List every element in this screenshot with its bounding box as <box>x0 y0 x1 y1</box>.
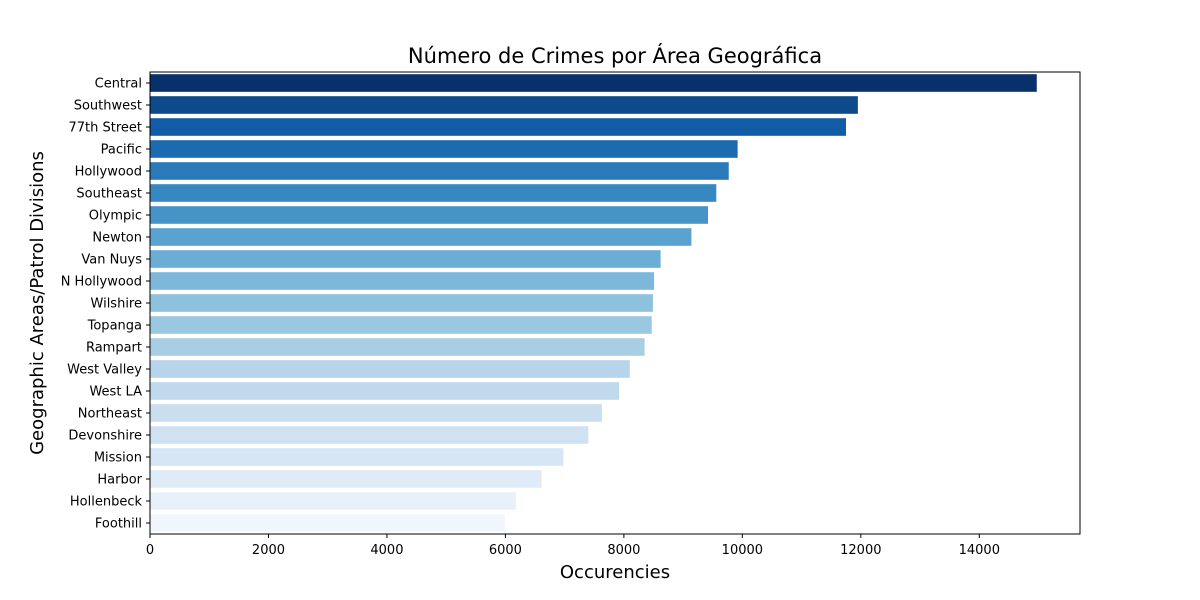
y-tick-label: Wilshire <box>91 297 142 312</box>
y-tick-label: Topanga <box>87 319 142 334</box>
y-tick-label: Olympic <box>89 209 142 224</box>
x-tick-label: 8000 <box>607 543 640 558</box>
y-axis-label: Geographic Areas/Patrol Divisions <box>27 151 48 455</box>
bar <box>150 316 652 334</box>
bar <box>150 140 738 158</box>
bar <box>150 470 542 488</box>
bar <box>150 272 655 290</box>
bar <box>150 118 847 136</box>
x-tick-label: 4000 <box>370 543 403 558</box>
bar <box>150 184 717 202</box>
y-tick-label: Mission <box>94 451 142 466</box>
x-axis: 0 2000 4000 6000 8000 10000 12000 14000 <box>146 534 1000 558</box>
y-tick-label: Devonshire <box>68 429 142 444</box>
x-tick-label: 10000 <box>722 543 763 558</box>
y-tick-label: Hollenbeck <box>70 495 143 510</box>
y-tick-label: Rampart <box>86 341 142 356</box>
plot-frame <box>149 71 1081 535</box>
bar <box>150 404 602 422</box>
bar <box>150 96 858 114</box>
bar <box>150 360 630 378</box>
bar <box>150 514 505 532</box>
x-axis-label: Occurencies <box>560 562 670 583</box>
bar <box>150 382 620 400</box>
x-tick-label: 2000 <box>252 543 285 558</box>
y-tick-label: Van Nuys <box>81 253 142 268</box>
y-tick-label: Newton <box>92 231 142 246</box>
y-tick-label: Northeast <box>78 407 142 422</box>
y-tick-label: N Hollywood <box>61 275 142 290</box>
y-tick-label: Harbor <box>97 473 142 488</box>
y-tick-label: Southeast <box>76 187 142 202</box>
y-tick-label: Southwest <box>74 99 142 114</box>
x-tick-label: 0 <box>146 543 154 558</box>
bar <box>150 162 729 180</box>
bars-group <box>150 74 1037 532</box>
bar <box>150 206 708 224</box>
y-tick-label: Foothill <box>95 517 142 532</box>
bar <box>150 74 1037 92</box>
bar <box>150 448 564 466</box>
bar <box>150 228 692 246</box>
y-tick-label: West LA <box>89 385 142 400</box>
bar <box>150 294 653 312</box>
y-tick-label: 77th Street <box>68 121 142 136</box>
y-axis: Central Southwest 77th Street Pacific Hollyw… <box>61 77 150 532</box>
bar <box>150 250 661 268</box>
x-tick-label: 6000 <box>489 543 522 558</box>
y-tick-label: Central <box>95 77 142 92</box>
bar <box>150 426 589 444</box>
y-tick-label: West Valley <box>67 363 142 378</box>
x-tick-label: 14000 <box>959 543 1000 558</box>
bar <box>150 492 517 510</box>
bar <box>150 338 645 356</box>
y-tick-label: Pacific <box>101 143 142 158</box>
y-tick-label: Hollywood <box>75 165 142 180</box>
chart-title: Número de Crimes por Área Geográfica <box>408 43 822 68</box>
x-tick-label: 12000 <box>840 543 881 558</box>
